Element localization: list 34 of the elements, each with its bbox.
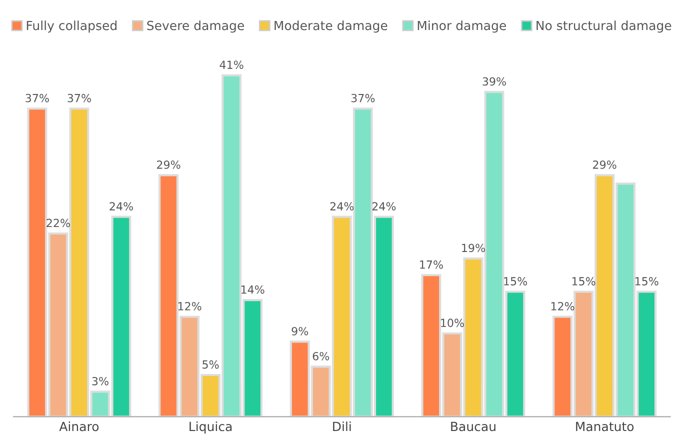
legend-label: Moderate damage <box>274 20 388 33</box>
data-label: 5% <box>202 360 219 369</box>
x-tick-label: Dili <box>333 422 351 431</box>
data-label: 24% <box>330 202 354 211</box>
x-tick-label: Baucau <box>451 422 496 432</box>
data-label: 9% <box>292 326 308 336</box>
data-label: 6% <box>312 352 330 360</box>
x-tick-label: Manatuto <box>576 422 634 432</box>
data-label: 12% <box>551 302 574 310</box>
data-label: 37% <box>351 94 375 102</box>
legend-label: Severe damage <box>147 20 244 33</box>
data-label: 24% <box>110 202 133 211</box>
data-label: 15% <box>635 277 658 286</box>
data-label: 10% <box>441 318 464 328</box>
data-label: 22% <box>46 218 70 228</box>
data-label: 15% <box>504 277 527 286</box>
legend-label: No structural damage <box>536 20 672 33</box>
legend-label: Fully collapsed <box>26 20 116 33</box>
data-label: 14% <box>241 285 264 294</box>
data-label: 12% <box>178 302 202 310</box>
data-label: 37% <box>26 94 49 102</box>
x-tick-label: Liquica <box>190 422 232 434</box>
data-label: 15% <box>572 277 596 286</box>
data-label: 39% <box>482 77 506 86</box>
data-label: 3% <box>92 376 108 386</box>
data-label: 17% <box>420 260 443 269</box>
data-label: 37% <box>68 94 91 102</box>
data-label: 24% <box>372 202 396 211</box>
data-label: 29% <box>593 160 616 169</box>
data-label: 41% <box>220 60 244 69</box>
x-tick-label: Ainaro <box>59 422 99 432</box>
data-label: 29% <box>156 160 180 169</box>
legend-label: Minor damage <box>418 20 506 33</box>
data-label: 19% <box>462 244 485 252</box>
